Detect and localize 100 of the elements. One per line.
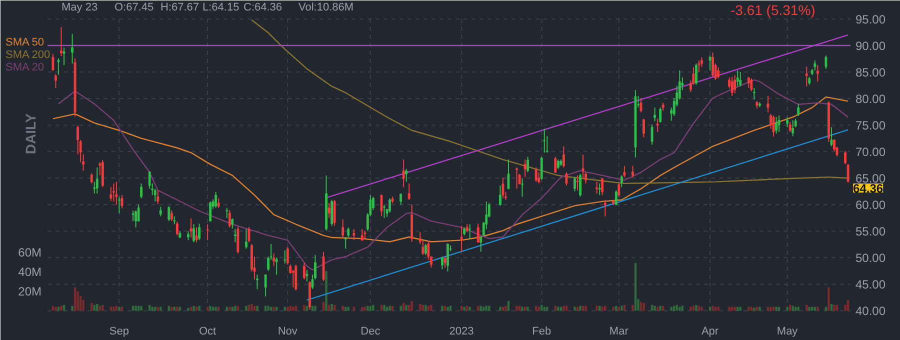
bar <box>71 306 74 311</box>
bar <box>198 306 200 311</box>
bar <box>816 306 819 311</box>
bar <box>400 306 402 311</box>
candlestick <box>554 156 557 174</box>
candlestick <box>598 182 601 196</box>
candlestick <box>640 98 642 113</box>
candlestick <box>195 226 198 243</box>
candlestick <box>565 172 568 186</box>
y2-tick-label: 60M <box>18 245 42 260</box>
candlestick <box>176 221 178 236</box>
candlestick <box>750 78 753 92</box>
x-tick-label: May <box>776 326 798 338</box>
bar <box>112 306 115 311</box>
x-tick-label: Feb <box>532 326 552 338</box>
candlestick <box>192 224 195 243</box>
candlestick <box>623 165 626 178</box>
text: May 23 <box>62 1 98 14</box>
x-tick-label: 2023 <box>449 326 474 338</box>
bar <box>488 306 490 311</box>
bar <box>267 306 270 311</box>
bar <box>187 308 190 311</box>
y2-tick-label: 20M <box>18 284 42 298</box>
bar <box>775 306 778 311</box>
candlestick <box>574 176 576 192</box>
line-series <box>251 19 849 184</box>
annotation: 64.36 <box>853 182 884 196</box>
x-tick-label: Apr <box>701 326 719 338</box>
y-tick-label: 70.00 <box>856 145 886 160</box>
bar <box>234 306 236 311</box>
candlestick <box>654 107 656 122</box>
bar <box>792 306 794 311</box>
bar <box>468 306 471 311</box>
candlestick <box>562 146 565 168</box>
candlestick <box>444 256 446 268</box>
bar <box>151 306 154 311</box>
candlestick <box>209 200 212 222</box>
candlestick <box>730 76 734 96</box>
bar <box>372 304 374 311</box>
bar <box>712 306 714 311</box>
candlestick <box>217 198 220 208</box>
bar <box>342 306 344 311</box>
bar <box>728 306 730 311</box>
candlestick <box>422 240 424 256</box>
y-tick-label: 95.00 <box>856 12 886 26</box>
bar <box>811 306 814 311</box>
text: Vol:10.86M <box>298 1 354 14</box>
candlestick <box>620 174 623 188</box>
bar <box>690 306 692 311</box>
candlestick <box>286 246 289 266</box>
bar <box>245 306 248 311</box>
candlestick <box>480 236 482 252</box>
bar <box>102 304 104 311</box>
bar <box>557 306 560 311</box>
candlestick <box>446 243 449 272</box>
candlestick <box>766 95 770 113</box>
candlestick <box>140 182 143 199</box>
bar <box>134 306 137 311</box>
bar <box>424 304 427 311</box>
candlestick <box>708 55 712 71</box>
candlestick <box>256 274 258 290</box>
candlestick <box>198 223 200 241</box>
candlestick <box>596 181 598 194</box>
candlestick <box>538 172 540 184</box>
bar <box>361 306 364 311</box>
candlestick <box>734 74 736 94</box>
candlestick <box>244 228 248 250</box>
text: SMA 200 <box>6 48 50 61</box>
candlestick <box>328 202 330 218</box>
candlestick <box>788 121 792 132</box>
x-tick-label: Mar <box>609 326 629 338</box>
bar <box>562 306 565 311</box>
x-tick-label: Dec <box>360 326 381 338</box>
candlestick <box>60 26 62 57</box>
candlestick <box>516 167 518 190</box>
bar <box>596 306 598 311</box>
text: SMA 20 <box>6 62 44 74</box>
bar <box>256 306 258 311</box>
candlestick <box>507 159 510 190</box>
candlestick <box>786 116 789 128</box>
candlestick <box>441 256 444 270</box>
bar <box>753 308 756 311</box>
candlestick <box>112 182 115 202</box>
bar <box>516 306 518 311</box>
annotation: DAILY <box>22 112 38 154</box>
candlestick <box>234 228 236 243</box>
candlestick <box>118 196 120 214</box>
candlestick <box>330 199 334 226</box>
candlestick <box>226 207 228 218</box>
bar <box>499 306 502 311</box>
candlestick <box>120 194 124 209</box>
x-tick-label: Sep <box>109 326 130 338</box>
bar <box>366 306 369 311</box>
bar <box>383 304 386 311</box>
candlestick <box>694 63 698 86</box>
candlestick <box>698 60 700 73</box>
bar <box>388 306 391 311</box>
candlestick <box>134 210 137 228</box>
bar <box>634 263 637 311</box>
bar <box>620 306 623 311</box>
